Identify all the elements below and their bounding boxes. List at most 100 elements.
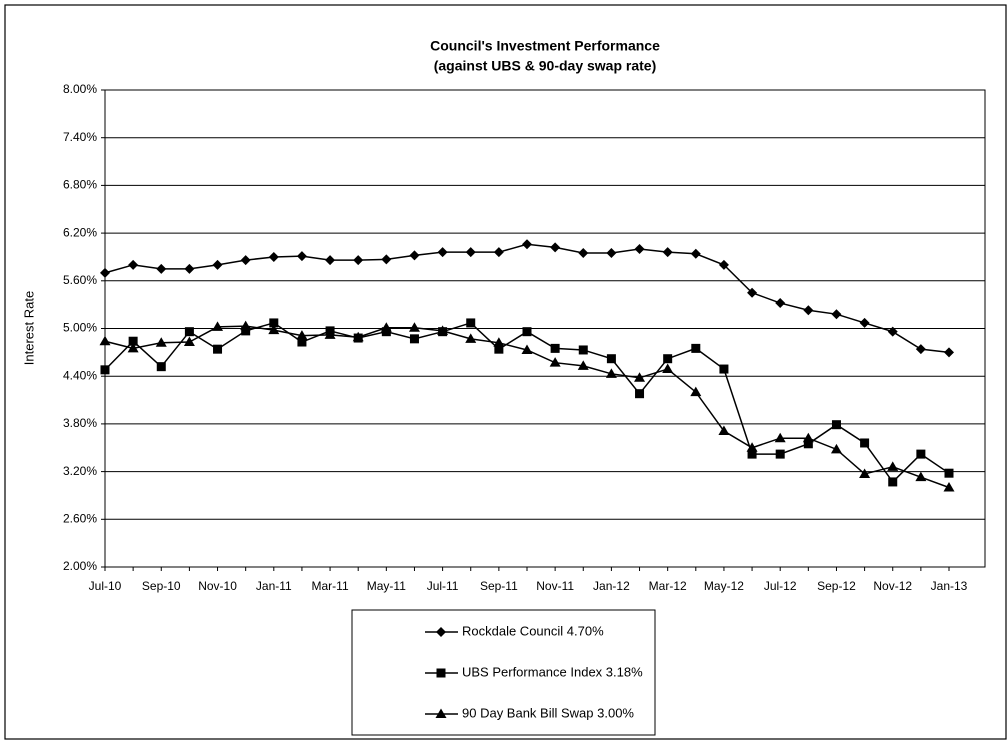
y-tick-label: 2.60% — [63, 511, 97, 525]
x-tick-label: Jan-12 — [593, 579, 630, 593]
y-tick-label: 6.20% — [63, 225, 97, 239]
y-tick-label: 4.40% — [63, 368, 97, 382]
data-point — [522, 327, 532, 337]
data-point — [212, 259, 223, 270]
data-point — [381, 254, 392, 265]
data-point — [634, 372, 646, 382]
x-tick-label: Jul-12 — [764, 579, 797, 593]
x-tick-label: May-12 — [704, 579, 744, 593]
legend-box — [351, 609, 656, 736]
data-point — [663, 354, 673, 364]
data-point — [408, 322, 420, 332]
data-point — [437, 325, 449, 335]
data-point — [830, 443, 842, 454]
y-axis-title: Interest Rate — [21, 291, 36, 365]
data-point — [549, 357, 561, 367]
y-tick-label: 6.80% — [63, 178, 97, 192]
data-point — [747, 449, 757, 459]
legend-label: UBS Performance Index 3.18% — [462, 664, 643, 679]
data-point — [578, 247, 589, 258]
data-point — [606, 247, 617, 258]
data-point — [268, 324, 280, 335]
data-point — [128, 259, 139, 270]
data-point — [746, 442, 758, 452]
data-point — [297, 337, 307, 347]
data-point — [803, 439, 813, 449]
x-tick-label: Jul-10 — [89, 579, 122, 593]
data-point — [690, 248, 701, 259]
x-tick-label: May-11 — [367, 579, 406, 593]
x-tick-label: Sep-11 — [480, 579, 518, 593]
data-point — [747, 287, 758, 298]
data-point — [128, 336, 138, 346]
data-point — [493, 337, 505, 347]
data-point — [577, 360, 589, 370]
data-point — [943, 482, 955, 492]
data-point — [380, 322, 392, 332]
data-point — [887, 461, 899, 471]
y-tick-label: 3.20% — [63, 464, 97, 478]
data-point — [802, 432, 814, 443]
legend-label: Rockdale Council 4.70% — [462, 623, 604, 638]
data-point — [691, 343, 701, 353]
data-point — [268, 251, 279, 262]
data-point — [466, 318, 476, 328]
y-tick-label: 7.40% — [63, 130, 97, 144]
data-point — [831, 309, 842, 320]
data-point — [156, 362, 166, 372]
data-point — [860, 438, 870, 448]
chart-frame — [4, 4, 1007, 740]
y-tick-label: 5.60% — [63, 273, 97, 287]
data-point — [409, 334, 419, 344]
data-point — [719, 364, 729, 374]
chart-title: Council's Investment Performance — [430, 38, 660, 54]
data-point — [493, 247, 504, 258]
x-tick-label: Mar-12 — [649, 579, 687, 593]
data-point — [156, 263, 167, 274]
data-point — [269, 318, 279, 328]
data-point — [718, 259, 729, 270]
plot-frame — [104, 89, 986, 568]
data-point — [353, 255, 364, 266]
data-point — [718, 425, 730, 436]
data-point — [550, 242, 561, 253]
data-point — [916, 449, 926, 459]
x-tick-label: Jan-11 — [256, 579, 292, 593]
x-tick-label: Jan-13 — [931, 579, 968, 593]
data-point — [409, 250, 420, 261]
data-point — [213, 344, 223, 354]
data-point — [634, 244, 645, 254]
data-point — [775, 449, 785, 459]
legend-marker — [436, 627, 446, 637]
data-point — [888, 477, 898, 487]
x-tick-label: Nov-11 — [536, 579, 574, 593]
x-tick-label: Sep-10 — [142, 579, 181, 593]
data-point — [296, 251, 307, 262]
data-point — [240, 255, 251, 266]
data-point — [578, 345, 588, 355]
y-tick-label: 8.00% — [63, 82, 97, 96]
data-point — [662, 247, 673, 258]
data-point — [183, 336, 195, 347]
data-point — [606, 354, 616, 364]
data-point — [296, 330, 308, 340]
legend-marker — [435, 708, 447, 718]
y-tick-label: 5.00% — [63, 321, 97, 335]
data-point — [775, 298, 786, 309]
data-point — [635, 389, 645, 399]
data-point — [915, 344, 926, 355]
data-point — [99, 335, 111, 346]
data-point — [915, 471, 927, 482]
y-tick-label: 3.80% — [63, 416, 97, 430]
data-point — [437, 247, 448, 258]
data-point — [859, 317, 870, 328]
data-point — [803, 305, 814, 316]
legend-marker — [436, 668, 446, 678]
data-point — [465, 247, 476, 258]
x-tick-label: Nov-12 — [873, 579, 912, 593]
data-point — [521, 344, 533, 354]
x-tick-label: Nov-10 — [198, 579, 237, 593]
data-point — [494, 344, 504, 354]
data-point — [241, 326, 251, 336]
